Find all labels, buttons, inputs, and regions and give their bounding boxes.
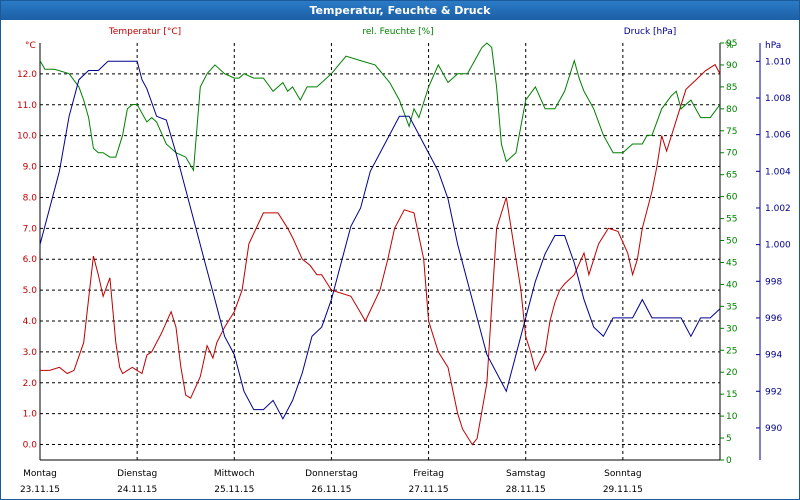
- temperature-tick: 5.0: [23, 286, 38, 296]
- temperature-tick: 3.0: [23, 348, 38, 358]
- humidity-tick: 90: [726, 61, 738, 71]
- axis-headers: °C Temperatur [°C] rel. Feuchte [%] % Dr…: [25, 27, 781, 51]
- pressure-tick: 990: [765, 424, 782, 434]
- humidity-unit: %: [725, 41, 734, 51]
- pressure-tick: 998: [765, 277, 782, 287]
- humidity-tick: 30: [726, 324, 738, 334]
- humidity-tick: 20: [726, 368, 738, 378]
- temperature-tick: 0.0: [23, 441, 38, 451]
- humidity-tick: 85: [726, 83, 737, 93]
- pressure-tick: 1.000: [765, 241, 791, 251]
- date-label: 29.11.15: [603, 485, 643, 495]
- pressure-series: [39, 60, 721, 420]
- pressure-unit: hPa: [765, 41, 781, 51]
- date-label: 27.11.15: [409, 485, 449, 495]
- temperature-series: [40, 63, 721, 446]
- temperature-tick: 11.0: [17, 101, 37, 111]
- humidity-tick: 10: [726, 412, 738, 422]
- series-lines: [39, 42, 721, 446]
- day-label: Dienstag: [117, 469, 157, 479]
- temperature-tick: 6.0: [23, 255, 38, 265]
- humidity-tick: 60: [726, 193, 738, 203]
- humidity-tick: 40: [726, 280, 738, 290]
- humidity-tick: 15: [726, 390, 737, 400]
- humidity-tick: 35: [726, 302, 737, 312]
- pressure-tick: 1.008: [765, 94, 791, 104]
- pressure-tick: 1.004: [765, 167, 791, 177]
- temperature-tick: 12.0: [17, 70, 37, 80]
- temperature-tick: 1.0: [23, 410, 38, 420]
- temperature-tick: 2.0: [23, 379, 38, 389]
- date-label: 26.11.15: [311, 485, 351, 495]
- humidity-tick: 70: [726, 149, 738, 159]
- pressure-tick: 994: [765, 351, 782, 361]
- humidity-tick: 5: [726, 434, 732, 444]
- temperature-tick: 4.0: [23, 317, 38, 327]
- day-label: Sonntag: [604, 469, 641, 479]
- humidity-series: [39, 42, 721, 172]
- time-axis: Montag 23.11.15 Dienstag 24.11.15 Mittwoch 25…: [20, 469, 643, 495]
- temperature-tick: 9.0: [23, 163, 38, 173]
- humidity-tick: 50: [726, 237, 738, 247]
- day-label: Montag: [23, 469, 57, 479]
- temperature-label: Temperatur [°C]: [108, 27, 181, 37]
- humidity-tick: 80: [726, 105, 738, 115]
- humidity-tick: 25: [726, 346, 737, 356]
- date-label: 25.11.15: [214, 485, 254, 495]
- date-label: 23.11.15: [20, 485, 60, 495]
- humidity-tick: 45: [726, 258, 737, 268]
- day-label: Donnerstag: [305, 469, 358, 479]
- humidity-tick: 0: [726, 456, 732, 466]
- temperature-tick: 8.0: [23, 193, 38, 203]
- temperature-axis: 0.0 1.0 2.0 3.0 4.0 5.0 6.0 7.0 8.0 9.0 10.0 11.0 12…: [17, 70, 37, 451]
- pressure-tick: 1.002: [765, 204, 791, 214]
- humidity-tick: 75: [726, 127, 737, 137]
- pressure-label: Druck [hPa]: [624, 27, 677, 37]
- temperature-tick: 10.0: [17, 132, 37, 142]
- grid-lines: [39, 43, 721, 461]
- humidity-tick: 55: [726, 215, 737, 225]
- temperature-tick: 7.0: [23, 224, 38, 234]
- window-title: Temperatur, Feuchte & Druck: [1, 1, 799, 20]
- humidity-tick: 95: [726, 39, 737, 49]
- humidity-pressure-axes: 0 5 10 15 20 25 30 35 40 45 50 55 60 65 70 75 80 85 90 95 99…: [720, 39, 791, 466]
- date-label: 24.11.15: [117, 485, 157, 495]
- humidity-tick: 65: [726, 171, 737, 181]
- temperature-unit: °C: [25, 41, 36, 51]
- pressure-tick: 1.010: [765, 57, 791, 67]
- humidity-label: rel. Feuchte [%]: [362, 27, 433, 37]
- day-label: Samstag: [506, 469, 545, 479]
- pressure-tick: 992: [765, 387, 782, 397]
- day-label: Freitag: [413, 469, 444, 479]
- day-label: Mittwoch: [214, 469, 255, 479]
- pressure-tick: 996: [765, 314, 782, 324]
- pressure-tick: 1.006: [765, 131, 791, 141]
- date-label: 28.11.15: [506, 485, 546, 495]
